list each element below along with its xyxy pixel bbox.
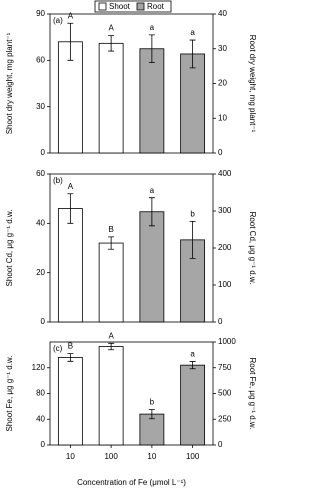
- bar: [180, 53, 206, 154]
- y2-tick-label: 10: [218, 113, 227, 122]
- bar: [98, 346, 124, 446]
- y2-tick-label: 750: [218, 363, 232, 372]
- bar: [139, 48, 165, 154]
- y2-tick-label: 30: [218, 44, 227, 53]
- y-tick-label: 30: [36, 102, 45, 111]
- x-tick-label: 100: [186, 452, 200, 461]
- y-tick-label: 60: [36, 169, 45, 178]
- y-axis-label: Shoot Cd, μg g⁻¹ d.w.: [5, 210, 14, 287]
- panel-label: (c): [53, 344, 63, 353]
- error-bar: [148, 409, 155, 420]
- y-tick-label: 120: [32, 363, 46, 372]
- y2-tick-label: 100: [218, 280, 232, 289]
- bar: [139, 211, 165, 323]
- significance-letter: a: [190, 28, 195, 37]
- y2-tick-label: 300: [218, 206, 232, 215]
- significance-letter: b: [150, 398, 155, 407]
- significance-letter: A: [108, 331, 114, 340]
- y2-tick-label: 0: [218, 148, 223, 157]
- y2-tick-label: 400: [218, 169, 232, 178]
- y2-tick-label: 200: [218, 243, 232, 252]
- legend-frame: [94, 0, 172, 13]
- bar: [57, 208, 83, 323]
- panel-label: (a): [53, 16, 63, 25]
- x-tick-label: 10: [66, 452, 75, 461]
- y2-axis-label: Root Cd, μg g⁻¹ d.w.: [248, 212, 257, 285]
- y-tick-label: 60: [36, 55, 45, 64]
- y-tick-label: 40: [36, 414, 45, 423]
- y2-tick-label: 0: [218, 317, 223, 326]
- y-axis-label: Shoot dry weight, mg plant⁻¹: [5, 32, 14, 134]
- error-bar: [189, 220, 196, 259]
- significance-letter: A: [68, 182, 74, 191]
- significance-letter: a: [150, 186, 155, 195]
- y-tick-label: 90: [36, 9, 45, 18]
- panel-label: (b): [53, 176, 63, 185]
- significance-letter: A: [68, 11, 74, 20]
- error-bar: [108, 35, 115, 52]
- x-tick-label: 100: [104, 452, 118, 461]
- significance-letter: a: [190, 350, 195, 359]
- x-tick-label: 10: [147, 452, 156, 461]
- significance-letter: B: [68, 342, 73, 351]
- y-tick-label: 40: [36, 218, 45, 227]
- y2-tick-label: 40: [218, 9, 227, 18]
- y-axis-label: Shoot Fe, μg g⁻¹ d.w.: [5, 356, 14, 432]
- y2-tick-label: 0: [218, 440, 223, 449]
- bar: [98, 242, 124, 323]
- y-tick-label: 0: [41, 440, 46, 449]
- y-tick-label: 0: [41, 317, 46, 326]
- legend-swatch: [136, 2, 145, 11]
- error-bar: [108, 342, 115, 351]
- error-bar: [189, 39, 196, 69]
- bar: [98, 42, 124, 154]
- y-tick-label: 20: [36, 268, 45, 277]
- significance-letter: a: [150, 23, 155, 32]
- error-bar: [67, 193, 74, 224]
- legend-label: Shoot: [109, 2, 131, 11]
- y2-tick-label: 20: [218, 79, 227, 88]
- legend-swatch: [98, 2, 107, 11]
- error-bar: [148, 197, 155, 227]
- error-bar: [148, 34, 155, 64]
- significance-letter: A: [108, 24, 114, 33]
- y-tick-label: 0: [41, 148, 46, 157]
- y2-axis-label: Root dry weight, mg plant⁻¹: [248, 35, 257, 133]
- y-tick-label: 80: [36, 389, 45, 398]
- significance-letter: B: [108, 225, 113, 234]
- bar: [57, 357, 83, 446]
- error-bar: [108, 236, 115, 250]
- y2-axis-label: Root Fe, μg g⁻¹ d.w.: [248, 358, 257, 430]
- bar: [139, 413, 165, 446]
- legend-label: Root: [147, 2, 165, 11]
- error-bar: [67, 22, 74, 61]
- y2-tick-label: 500: [218, 389, 232, 398]
- figure: (a) 0 30 60 90 0 10 20 30 40 Shoot dry weight, mg …: [5, 0, 257, 487]
- y2-tick-label: 250: [218, 414, 232, 423]
- x-axis-label: Concentration of Fe (μmol L⁻¹): [77, 478, 186, 487]
- significance-letter: b: [190, 209, 195, 218]
- error-bar: [67, 353, 74, 362]
- y2-tick-label: 1000: [218, 337, 236, 346]
- error-bar: [189, 361, 196, 370]
- bar: [180, 364, 206, 446]
